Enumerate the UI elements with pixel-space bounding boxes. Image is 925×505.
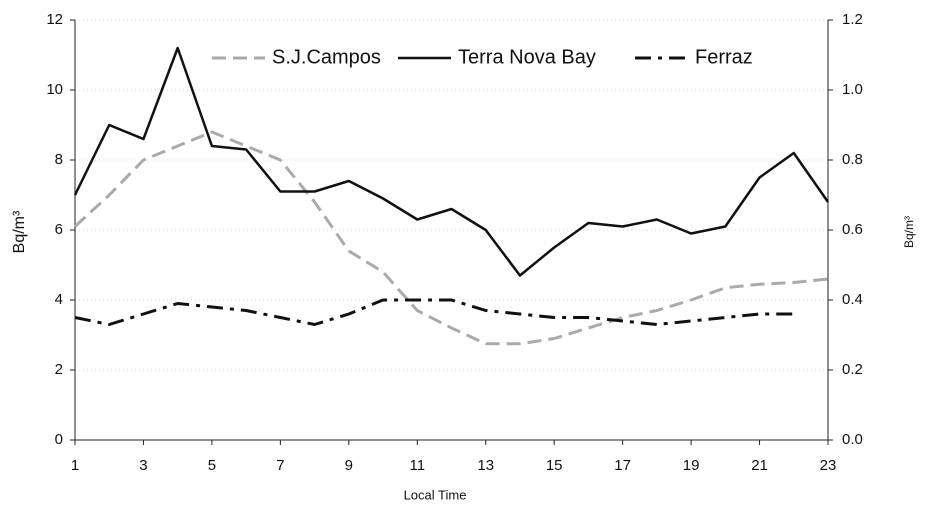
x-tick-label: 23 (820, 457, 837, 474)
series-line (73, 46, 830, 277)
y-tick-label: 6 (55, 221, 63, 238)
x-tick-label: 5 (208, 457, 216, 474)
x-tick-label: 9 (345, 457, 353, 474)
x-tick-label: 1 (71, 457, 79, 474)
y2-tick-label: 1.2 (842, 11, 863, 28)
y-axis-label: Bq/m³ (11, 210, 28, 253)
x-tick-label: 15 (546, 457, 563, 474)
legend-label: Ferraz (695, 46, 753, 68)
y-tick-label: 10 (46, 81, 63, 98)
x-tick-label: 7 (276, 457, 284, 474)
x-tick-label: 21 (751, 457, 768, 474)
x-tick-label: 11 (409, 457, 425, 474)
x-tick-label: 17 (614, 457, 631, 474)
y-tick-label: 8 (55, 151, 63, 168)
y2-axis-label: Bq/m³ (902, 216, 916, 248)
y-tick-label: 0 (55, 431, 63, 448)
y-tick-label: 4 (55, 291, 63, 308)
legend-label: S.J.Campos (272, 46, 381, 68)
y2-tick-label: 0.8 (842, 151, 863, 168)
y2-tick-label: 1.0 (842, 81, 863, 98)
x-tick-label: 19 (683, 457, 700, 474)
y2-tick-label: 0.6 (842, 221, 863, 238)
y2-tick-label: 0.0 (842, 431, 863, 448)
series-line (73, 130, 829, 346)
y2-tick-label: 0.2 (842, 361, 863, 378)
y2-tick-label: 0.4 (842, 291, 863, 308)
x-tick-label: 3 (139, 457, 147, 474)
x-axis-label: Local Time (404, 487, 467, 502)
x-tick-label: 13 (477, 457, 494, 474)
legend-label: Terra Nova Bay (458, 46, 596, 68)
y-tick-label: 2 (55, 361, 63, 378)
y-tick-label: 12 (46, 11, 63, 28)
